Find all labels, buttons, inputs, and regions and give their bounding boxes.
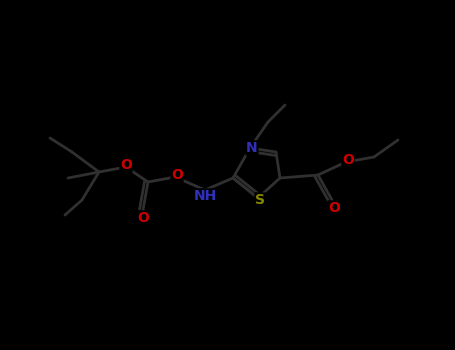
- Text: NH: NH: [193, 189, 217, 203]
- Text: O: O: [328, 201, 340, 215]
- Text: S: S: [255, 193, 265, 207]
- Text: O: O: [171, 168, 183, 182]
- Text: O: O: [342, 153, 354, 167]
- Text: N: N: [246, 141, 258, 155]
- Text: O: O: [120, 158, 132, 172]
- Text: O: O: [137, 211, 149, 225]
